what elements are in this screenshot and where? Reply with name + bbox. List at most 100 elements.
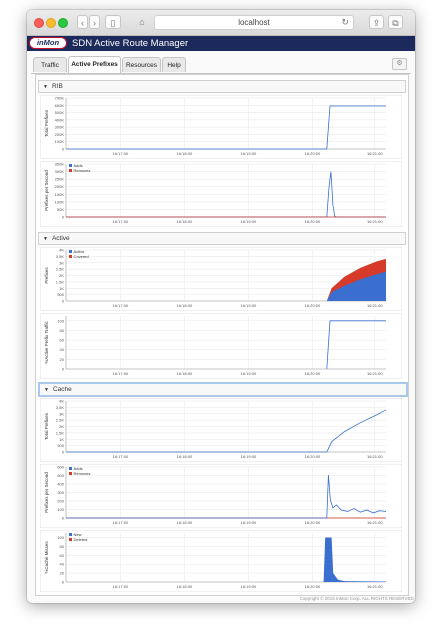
y-tick-label: 1.5K: [56, 279, 65, 284]
section-active-header[interactable]: ▼ Active: [38, 232, 406, 245]
section-cache-header[interactable]: ▼ Cache: [38, 382, 408, 397]
series-line: [66, 474, 387, 519]
y-tick-label: 2.5K: [56, 267, 65, 272]
y-tick-label: 80: [60, 544, 65, 549]
back-icon[interactable]: ‹: [77, 15, 88, 29]
x-tick-label: 16:21:00: [367, 303, 383, 308]
y-axis-label: %Cache Misses: [44, 541, 49, 574]
forward-icon[interactable]: ›: [89, 15, 100, 29]
y-tick-label: 40: [60, 562, 65, 567]
x-tick-label: 16:18:00: [177, 151, 193, 156]
x-tick-label: 16:17:00: [113, 454, 129, 459]
legend-swatch: [69, 533, 72, 536]
y-tick-label: 300: [57, 490, 64, 495]
y-tick-label: 2K: [59, 424, 64, 429]
y-tick-label: 60: [60, 553, 65, 558]
y-tick-label: 20: [60, 357, 65, 362]
series-area: [326, 271, 386, 301]
section-title: RIB: [51, 83, 63, 90]
tab-active-prefixes[interactable]: Active Prefixes: [68, 56, 121, 73]
y-tick-label: 40: [60, 347, 65, 352]
chart-active-traffic: 0 20 40 60 80 100 16:17:00 16:18:00 16:19:00 16:2…: [39, 312, 403, 380]
x-tick-label: 16:17:00: [113, 151, 129, 156]
y-tick-label: 3K: [59, 260, 64, 265]
home-icon[interactable]: ⌂: [139, 17, 145, 27]
chart-svg: 0 50K 100K 150K 200K 250K 300K 350K 16:17:00 16:1…: [39, 160, 403, 228]
y-tick-label: 250K: [55, 177, 65, 182]
tabs-overview-icon[interactable]: ⧉: [388, 15, 403, 29]
x-tick-label: 16:18:00: [177, 371, 193, 376]
x-tick-label: 16:17:00: [113, 303, 129, 308]
x-tick-label: 16:19:00: [241, 520, 257, 525]
collapse-icon: ▼: [43, 84, 48, 90]
y-tick-label: 0: [62, 450, 65, 455]
tab-bar: Traffic Active Prefixes Resources Help ⚙: [31, 54, 411, 74]
y-axis-label: %Active Prefix Traffic: [44, 321, 49, 364]
legend-swatch: [69, 472, 72, 475]
x-tick-label: 16:20:00: [305, 371, 321, 376]
tab-traffic[interactable]: Traffic: [33, 57, 67, 72]
y-tick-label: 300K: [55, 169, 65, 174]
chart-frame: [39, 529, 403, 593]
collapse-icon: ▼: [43, 236, 48, 242]
chart-svg: 0 100 200 300 400 500 600 16:17:00 16:18:00 16:19…: [39, 463, 403, 529]
legend-label: Active: [74, 249, 86, 254]
chart-svg: 0 100K 200K 300K 400K 500K 600K 700K 16:17:00 16:…: [39, 94, 403, 160]
x-tick-label: 16:19:00: [241, 303, 257, 308]
x-tick-label: 16:19:00: [241, 584, 257, 589]
y-tick-label: 80: [60, 328, 65, 333]
x-tick-label: 16:20:00: [305, 584, 321, 589]
minimize-window-button[interactable]: [46, 18, 56, 28]
inmon-logo: inMon: [29, 37, 67, 49]
x-tick-label: 16:21:00: [367, 151, 383, 156]
x-tick-label: 16:19:00: [241, 219, 257, 224]
legend-label: Removes: [74, 168, 91, 173]
legend-label: Deleted: [74, 537, 88, 542]
sidebar-icon[interactable]: ▯: [105, 15, 121, 29]
zoom-window-button[interactable]: [58, 18, 68, 28]
y-tick-label: 100: [57, 318, 64, 323]
y-tick-label: 100: [57, 535, 64, 540]
reload-icon[interactable]: ↻: [341, 17, 349, 27]
x-tick-label: 16:20:00: [305, 520, 321, 525]
section-title: Active: [51, 235, 70, 242]
y-tick-label: 20: [60, 571, 65, 576]
y-tick-label: 300K: [55, 125, 65, 130]
y-tick-label: 200K: [55, 184, 65, 189]
chart-rib-total: 0 100K 200K 300K 400K 500K 600K 700K 16:17:00 16:…: [39, 94, 403, 160]
legend-label: Covered: [74, 254, 89, 259]
y-tick-label: 2K: [59, 273, 64, 278]
copyright-footer: Copyright © 2015 InMon Corp. ALL RIGHTS …: [27, 596, 415, 601]
x-tick-label: 16:19:00: [241, 371, 257, 376]
x-tick-label: 16:21:00: [367, 219, 383, 224]
x-tick-label: 16:18:00: [177, 303, 193, 308]
section-rib-header[interactable]: ▼ RIB: [38, 80, 406, 93]
y-axis-label: Prefixes: [44, 267, 49, 284]
tab-resources[interactable]: Resources: [122, 57, 161, 72]
close-window-button[interactable]: [34, 18, 44, 28]
share-icon[interactable]: ⇪: [369, 15, 384, 29]
x-tick-label: 16:21:00: [367, 454, 383, 459]
y-tick-label: 100K: [55, 199, 65, 204]
y-tick-label: 700K: [55, 96, 65, 101]
browser-toolbar: ‹ › ▯ ⌂ localhost ↻ ⇪ ⧉: [27, 10, 415, 36]
x-tick-label: 16:20:00: [305, 151, 321, 156]
tab-help[interactable]: Help: [162, 57, 186, 72]
y-tick-label: 600K: [55, 103, 65, 108]
section-title: Cache: [52, 386, 72, 393]
app-header: inMon SDN Active Route Manager: [27, 36, 415, 51]
chart-frame: [39, 397, 403, 463]
series-line: [66, 409, 387, 453]
settings-icon[interactable]: ⚙: [392, 58, 407, 70]
y-axis-label: Total Prefixes: [44, 109, 49, 137]
x-tick-label: 16:19:00: [241, 151, 257, 156]
y-tick-label: 50K: [57, 207, 64, 212]
legend-label: Adds: [74, 466, 83, 471]
x-tick-label: 16:17:00: [113, 219, 129, 224]
y-tick-label: 2.5K: [56, 418, 65, 423]
y-tick-label: 400: [57, 482, 64, 487]
address-bar[interactable]: localhost ↻: [154, 15, 354, 30]
y-tick-label: 100K: [55, 139, 65, 144]
